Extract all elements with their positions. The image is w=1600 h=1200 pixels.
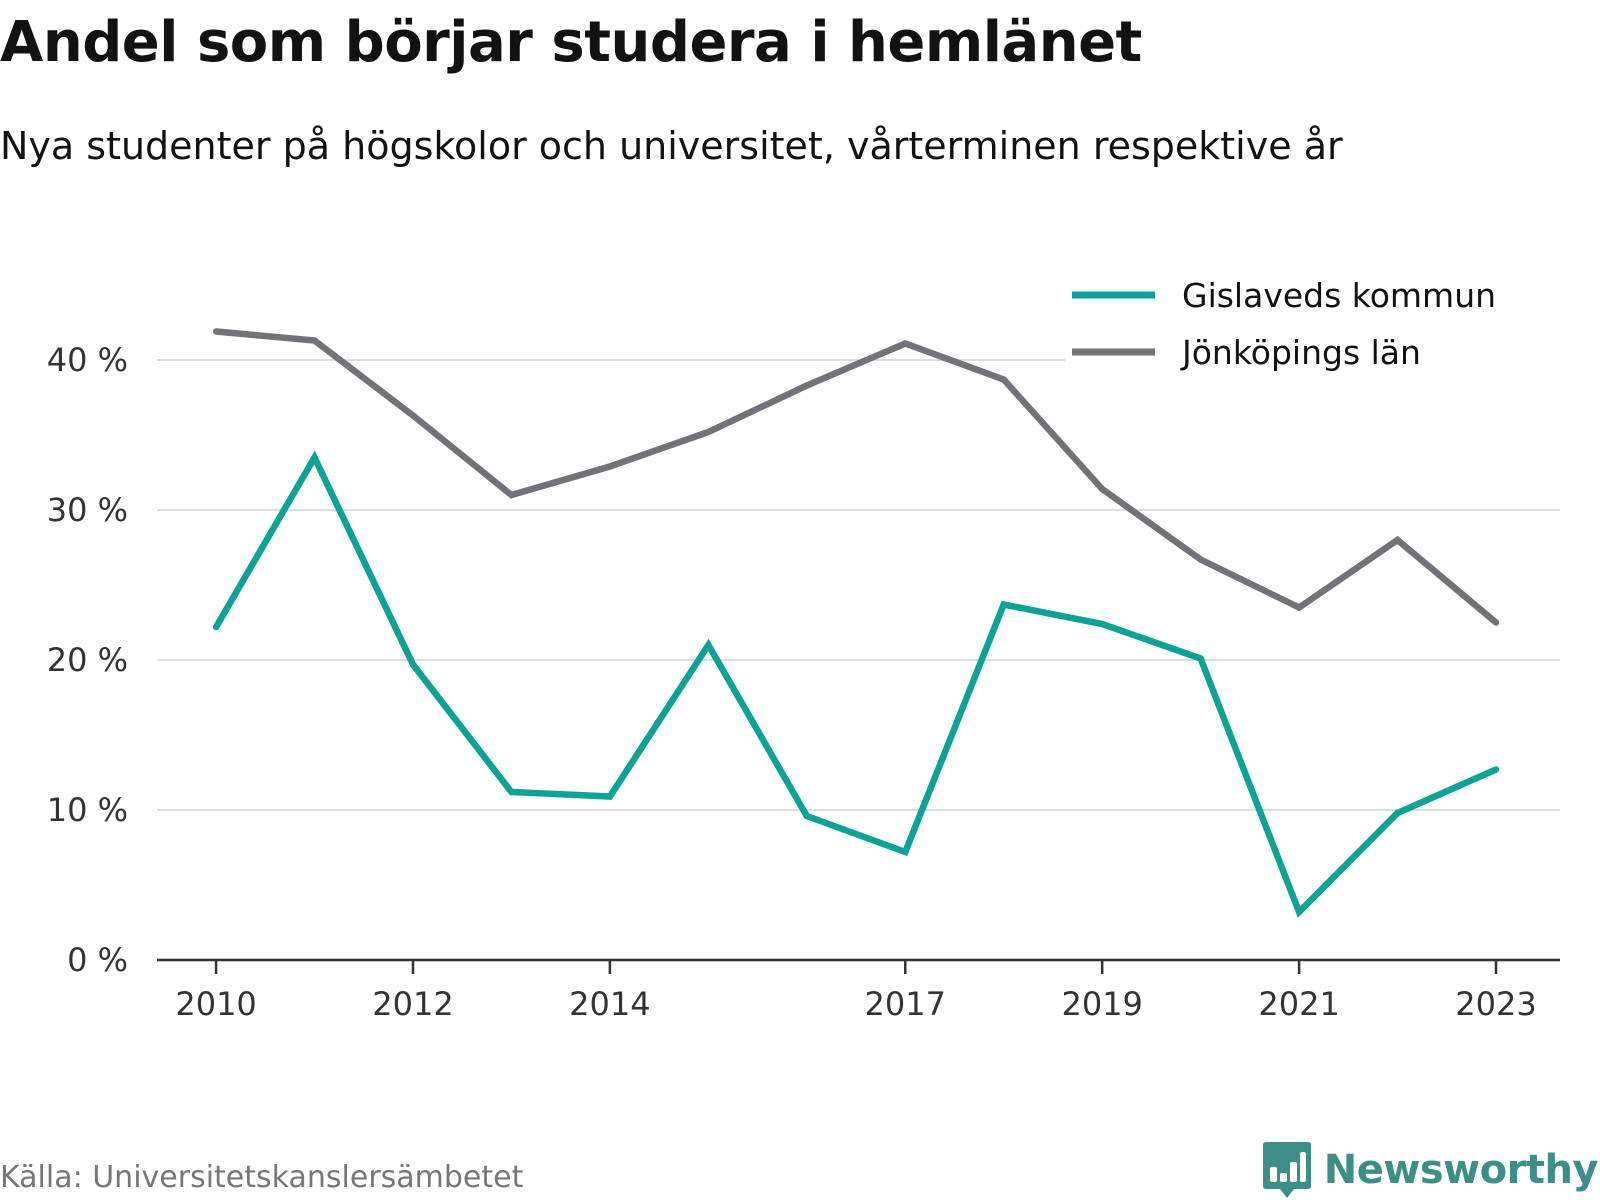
x-tick-label: 2023 [1455, 985, 1536, 1023]
source-note: Källa: Universitetskanslersämbetet [0, 1160, 524, 1195]
data-point [212, 623, 220, 631]
y-tick-label: 40 % [47, 341, 128, 379]
data-point [1098, 620, 1106, 628]
x-axis: 2010 2012 2014 2017 2019 2021 2023 [157, 958, 1560, 1023]
data-point [409, 661, 417, 668]
data-point [902, 848, 909, 856]
data-point [311, 454, 318, 461]
data-point [606, 463, 614, 470]
data-point [1000, 376, 1007, 383]
x-tick-label: 2012 [372, 985, 453, 1023]
x-tick-label: 2019 [1061, 985, 1142, 1023]
series-line-0 [213, 450, 1498, 918]
series-line-1 [215, 328, 1499, 625]
data-point [311, 337, 318, 344]
legend: Gislaveds kommun Jönköpings län [1065, 268, 1560, 373]
data-point [705, 641, 712, 649]
x-tick-label: 2010 [175, 985, 256, 1023]
data-point [212, 328, 220, 335]
data-point [1295, 908, 1303, 916]
data-point [1098, 485, 1106, 493]
data-point [409, 412, 417, 419]
data-point [1295, 604, 1303, 611]
chart-subtitle: Nya studenter på högskolor och universit… [0, 124, 1343, 168]
data-point [803, 382, 811, 389]
data-point [1492, 766, 1500, 773]
data-point [508, 788, 515, 796]
series-lines [212, 328, 1500, 918]
y-tick-label: 30 % [47, 491, 128, 529]
data-point [705, 428, 712, 436]
gridlines: 0 % 10 % 20 % 30 % 40 % [47, 341, 1560, 979]
y-tick-label: 20 % [47, 641, 128, 679]
data-point [1394, 809, 1401, 817]
y-tick-label: 0 % [67, 941, 128, 979]
data-point [508, 491, 515, 499]
data-point [1197, 556, 1204, 563]
x-tick-label: 2017 [865, 985, 946, 1023]
data-point [803, 812, 811, 820]
x-tick-label: 2014 [569, 985, 650, 1023]
data-point [1492, 619, 1500, 626]
data-point [1197, 655, 1204, 662]
chart-title: Andel som börjar studera i hemlänet [0, 10, 1142, 75]
bar-chart-speech-bubble-icon [1262, 1142, 1311, 1198]
legend-label: Jönköpings län [1180, 333, 1421, 372]
brand-logo: Newsworthy [1262, 1140, 1599, 1200]
data-point [606, 793, 614, 800]
legend-label: Gislaveds kommun [1182, 276, 1496, 315]
data-point [1394, 536, 1401, 544]
y-tick-label: 10 % [47, 791, 128, 829]
x-tick-label: 2021 [1258, 985, 1339, 1023]
data-point [1000, 601, 1007, 608]
brand-name: Newsworthy [1323, 1147, 1599, 1193]
data-point [902, 340, 909, 347]
